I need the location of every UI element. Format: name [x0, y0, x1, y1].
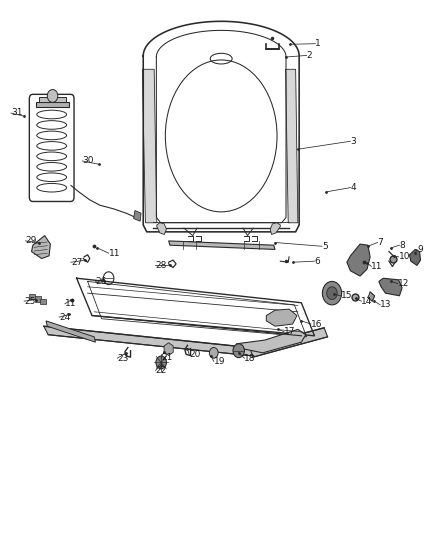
Circle shape [47, 90, 58, 102]
Text: 21: 21 [161, 353, 173, 361]
Text: 31: 31 [11, 109, 22, 117]
Text: 25: 25 [24, 297, 35, 305]
Polygon shape [347, 244, 370, 276]
Bar [29, 294, 35, 299]
Text: 4: 4 [350, 183, 356, 192]
Polygon shape [169, 241, 275, 249]
Text: 20: 20 [189, 350, 201, 359]
Text: 29: 29 [25, 237, 37, 245]
Text: 5: 5 [322, 242, 328, 251]
Polygon shape [270, 223, 280, 235]
Polygon shape [46, 321, 95, 342]
Circle shape [233, 344, 244, 358]
Polygon shape [286, 69, 298, 223]
Text: 10: 10 [399, 253, 410, 261]
Circle shape [156, 356, 166, 369]
Text: 23: 23 [117, 354, 129, 362]
Circle shape [327, 287, 337, 300]
Polygon shape [410, 249, 420, 265]
Text: 22: 22 [155, 366, 167, 375]
Polygon shape [379, 278, 402, 296]
Polygon shape [36, 102, 69, 107]
Text: 11: 11 [65, 300, 76, 308]
Circle shape [209, 348, 218, 358]
Bar [35, 296, 41, 302]
Polygon shape [142, 69, 157, 223]
Bar [40, 299, 46, 304]
Polygon shape [368, 292, 374, 301]
Polygon shape [134, 211, 141, 221]
Circle shape [322, 281, 342, 305]
Text: 26: 26 [95, 277, 107, 286]
Polygon shape [250, 328, 328, 357]
Text: 11: 11 [371, 262, 383, 271]
Text: 18: 18 [244, 354, 256, 362]
Text: 30: 30 [82, 157, 94, 165]
Text: 7: 7 [378, 238, 383, 247]
Polygon shape [44, 326, 254, 356]
Text: 9: 9 [417, 245, 423, 254]
Text: 14: 14 [361, 297, 373, 305]
Text: 16: 16 [311, 320, 322, 328]
Text: 27: 27 [71, 258, 82, 266]
Text: 3: 3 [350, 137, 356, 146]
Text: 24: 24 [59, 313, 71, 321]
Polygon shape [32, 236, 50, 259]
Text: 12: 12 [398, 279, 409, 288]
Text: 19: 19 [214, 357, 225, 366]
Polygon shape [39, 97, 66, 102]
Text: 11: 11 [109, 249, 120, 257]
Text: 17: 17 [284, 327, 295, 336]
Text: 1: 1 [315, 39, 321, 48]
Text: 15: 15 [341, 292, 352, 300]
Text: 28: 28 [155, 261, 167, 270]
Polygon shape [157, 223, 166, 235]
Text: 2: 2 [307, 51, 312, 60]
Text: 8: 8 [399, 241, 405, 249]
Text: 6: 6 [314, 257, 320, 265]
Text: 13: 13 [380, 301, 392, 309]
Polygon shape [237, 329, 306, 353]
Polygon shape [266, 309, 297, 326]
